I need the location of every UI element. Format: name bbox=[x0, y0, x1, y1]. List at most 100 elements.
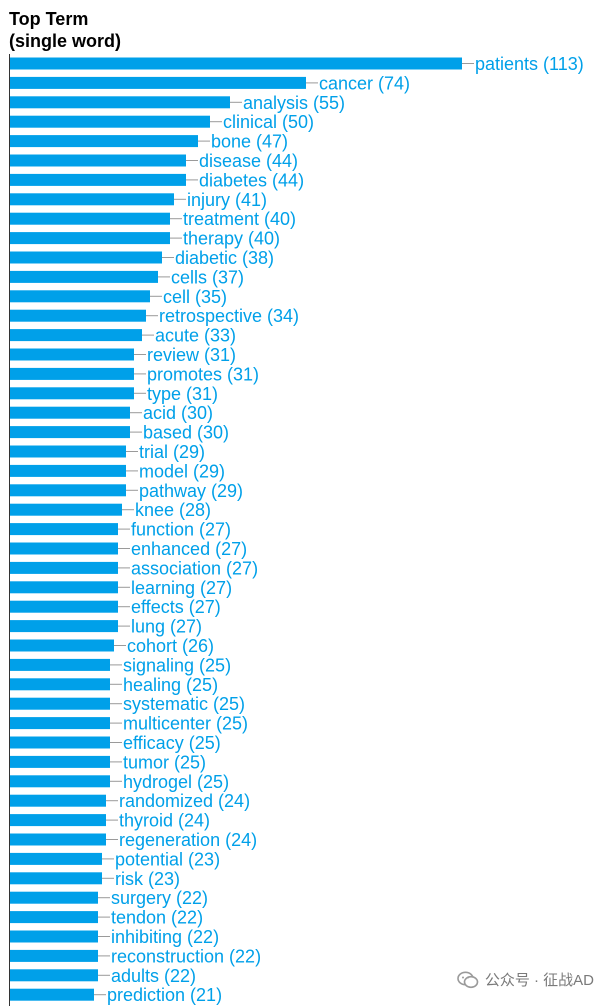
bar-cell bbox=[10, 290, 150, 303]
bar-label-enhanced: enhanced (27) bbox=[131, 539, 247, 559]
bar-label-effects: effects (27) bbox=[131, 597, 221, 617]
bar-label-hydrogel: hydrogel (25) bbox=[123, 772, 229, 792]
bar-analysis bbox=[10, 96, 230, 109]
bar-label-acid: acid (30) bbox=[143, 403, 213, 423]
bar-diabetes bbox=[10, 173, 186, 186]
watermark-text: 公众号 · 征战AD bbox=[484, 972, 594, 989]
bar-label-acute: acute (33) bbox=[155, 326, 236, 346]
bar-surgery bbox=[10, 891, 98, 904]
bar-label-risk: risk (23) bbox=[115, 869, 180, 889]
bar-healing bbox=[10, 678, 110, 691]
bar-enhanced bbox=[10, 542, 118, 555]
bar-label-type: type (31) bbox=[147, 384, 218, 404]
bar-label-tendon: tendon (22) bbox=[111, 908, 203, 928]
bar-label-based: based (30) bbox=[143, 423, 229, 443]
bar-bone bbox=[10, 135, 198, 148]
bar-label-randomized: randomized (24) bbox=[119, 791, 250, 811]
bar-model bbox=[10, 464, 126, 477]
bar-regeneration bbox=[10, 833, 106, 846]
bar-label-disease: disease (44) bbox=[199, 151, 298, 171]
bar-tumor bbox=[10, 755, 110, 768]
bar-trial bbox=[10, 445, 126, 458]
bar-label-patients: patients (113) bbox=[475, 54, 584, 74]
bar-label-knee: knee (28) bbox=[135, 500, 211, 520]
wechat-icon bbox=[457, 971, 479, 988]
bar-label-regeneration: regeneration (24) bbox=[119, 830, 257, 850]
bar-retrospective bbox=[10, 309, 146, 322]
bar-label-retrospective: retrospective (34) bbox=[159, 306, 299, 326]
bar-reconstruction bbox=[10, 949, 98, 962]
bar-label-treatment: treatment (40) bbox=[183, 209, 296, 229]
bar-thyroid bbox=[10, 814, 106, 827]
bar-label-therapy: therapy (40) bbox=[183, 229, 280, 249]
bar-effects bbox=[10, 600, 118, 613]
bar-label-multicenter: multicenter (25) bbox=[123, 714, 248, 734]
bar-efficacy bbox=[10, 736, 110, 749]
bar-label-learning: learning (27) bbox=[131, 578, 232, 598]
bar-cancer bbox=[10, 76, 306, 89]
bar-label-review: review (31) bbox=[147, 345, 236, 365]
bar-potential bbox=[10, 852, 102, 865]
bar-label-tumor: tumor (25) bbox=[123, 752, 206, 772]
bar-label-healing: healing (25) bbox=[123, 675, 218, 695]
bar-label-potential: potential (23) bbox=[115, 849, 220, 869]
bar-knee bbox=[10, 503, 122, 516]
bar-tendon bbox=[10, 911, 98, 924]
bar-label-signaling: signaling (25) bbox=[123, 655, 231, 675]
bar-hydrogel bbox=[10, 775, 110, 788]
bar-risk bbox=[10, 872, 102, 885]
bar-label-reconstruction: reconstruction (22) bbox=[111, 946, 261, 966]
bar-label-cohort: cohort (26) bbox=[127, 636, 214, 656]
bar-label-trial: trial (29) bbox=[139, 442, 205, 462]
bar-type bbox=[10, 387, 134, 400]
bar-label-cells: cells (37) bbox=[171, 267, 244, 287]
bar-prediction bbox=[10, 988, 94, 1001]
bar-therapy bbox=[10, 232, 170, 245]
bar-label-promotes: promotes (31) bbox=[147, 364, 259, 384]
bar-signaling bbox=[10, 658, 110, 671]
bar-acid bbox=[10, 406, 130, 419]
bar-label-bone: bone (47) bbox=[211, 132, 288, 152]
bar-diabetic bbox=[10, 251, 162, 264]
bar-label-prediction: prediction (21) bbox=[107, 985, 222, 1005]
bar-adults bbox=[10, 969, 98, 982]
bar-cohort bbox=[10, 639, 114, 652]
bar-pathway bbox=[10, 484, 126, 497]
bar-learning bbox=[10, 581, 118, 594]
bar-label-injury: injury (41) bbox=[187, 190, 267, 210]
bar-injury bbox=[10, 193, 174, 206]
bar-inhibiting bbox=[10, 930, 98, 943]
bar-patients bbox=[10, 57, 462, 70]
bar-clinical bbox=[10, 115, 210, 128]
bar-treatment bbox=[10, 212, 170, 225]
bar-disease bbox=[10, 154, 186, 167]
bar-systematic bbox=[10, 697, 110, 710]
bar-label-adults: adults (22) bbox=[111, 966, 196, 986]
bar-label-model: model (29) bbox=[139, 461, 225, 481]
bar-lung bbox=[10, 620, 118, 633]
bar-label-analysis: analysis (55) bbox=[243, 93, 345, 113]
bar-label-diabetic: diabetic (38) bbox=[175, 248, 274, 268]
bar-promotes bbox=[10, 367, 134, 380]
bar-review bbox=[10, 348, 134, 361]
bar-randomized bbox=[10, 794, 106, 807]
bar-label-inhibiting: inhibiting (22) bbox=[111, 927, 219, 947]
bar-label-cell: cell (35) bbox=[163, 287, 227, 307]
bar-association bbox=[10, 561, 118, 574]
bar-multicenter bbox=[10, 717, 110, 730]
bar-label-surgery: surgery (22) bbox=[111, 888, 208, 908]
bar-label-clinical: clinical (50) bbox=[223, 112, 314, 132]
bar-label-systematic: systematic (25) bbox=[123, 694, 245, 714]
bar-function bbox=[10, 523, 118, 536]
bar-based bbox=[10, 426, 130, 439]
bar-label-cancer: cancer (74) bbox=[319, 73, 410, 93]
bar-acute bbox=[10, 329, 142, 342]
bar-label-lung: lung (27) bbox=[131, 617, 202, 637]
bars-group: patients (113) cancer (74)analysis (55)cl… bbox=[10, 54, 584, 1005]
bar-label-efficacy: efficacy (25) bbox=[123, 733, 221, 753]
bar-label-diabetes: diabetes (44) bbox=[199, 170, 304, 190]
bar-cells bbox=[10, 270, 158, 283]
watermark: 公众号 · 征战AD bbox=[457, 969, 594, 990]
bar-label-association: association (27) bbox=[131, 558, 258, 578]
